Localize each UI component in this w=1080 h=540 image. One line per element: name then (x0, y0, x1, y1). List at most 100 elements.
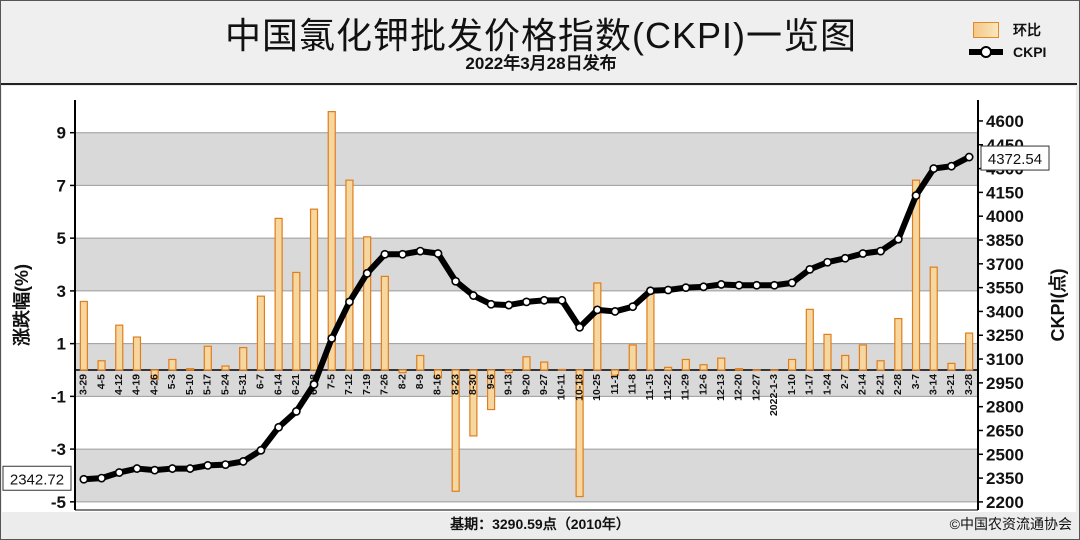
ckpi-point-2-7 (840, 253, 850, 263)
x-tick-label: 7-12 (343, 374, 355, 395)
y-axis-left-title: 涨跌幅(%) (11, 264, 32, 346)
bar-11-1 (610, 369, 620, 376)
y-axis-right-title: CKPI(点) (1047, 269, 1068, 342)
x-tick-label: 1-24 (821, 374, 833, 395)
bar-1-24 (823, 333, 832, 371)
x-tick-label: 8-30 (467, 374, 479, 395)
x-tick-label: 9-13 (503, 374, 515, 395)
ckpi-point-8-23 (451, 276, 461, 286)
bar-11-8 (628, 344, 637, 371)
ckpi-point-7-19 (362, 268, 372, 278)
bar-3-21 (947, 362, 956, 371)
x-tick-label: 8-2 (396, 374, 408, 389)
ckpi-point-9-13 (504, 300, 514, 310)
ckpi-point-1-24 (823, 257, 832, 267)
right-tick-label: 2200 (986, 493, 1024, 512)
left-tick-label: 5 (57, 229, 66, 248)
ckpi-point-12-6 (699, 282, 708, 292)
bar-7-26 (380, 275, 389, 371)
bar-1-10 (787, 358, 797, 371)
ckpi-point-1-17 (805, 264, 815, 274)
bar-2-14 (858, 344, 868, 371)
ckpi-point-6-21 (291, 407, 301, 416)
end-value-label: 4372.54 (988, 151, 1042, 168)
x-tick-label: 4-5 (95, 374, 107, 389)
x-tick-label: 12-6 (697, 374, 709, 395)
ckpi-point-2-14 (858, 249, 868, 258)
x-tick-label: 6-14 (272, 374, 284, 395)
ckpi-point-5-10 (185, 464, 195, 473)
right-tick-label: 3100 (986, 350, 1024, 369)
ckpi-point-8-9 (415, 246, 425, 256)
legend-line-label: CKPI (1013, 44, 1047, 60)
x-tick-label: 11-15 (644, 374, 656, 400)
x-tick-label: 8-23 (449, 374, 461, 395)
ckpi-point-3-21 (947, 161, 956, 171)
bar-12-13 (717, 357, 726, 371)
grid-band (75, 238, 978, 291)
bar-5-10 (185, 368, 195, 371)
ckpi-point-11-8 (628, 302, 638, 312)
ckpi-point-12-13 (716, 280, 726, 289)
bar-1-17 (805, 308, 814, 371)
ckpi-point-11-1 (610, 307, 620, 316)
ckpi-point-10-11 (557, 295, 567, 305)
bar-9-13 (504, 369, 513, 374)
ckpi-point-2-28 (893, 234, 903, 244)
x-tick-label: 9-20 (520, 374, 532, 395)
ckpi-point-8-30 (468, 291, 478, 300)
right-tick-label: 3850 (986, 231, 1024, 250)
bar-7-19 (363, 236, 372, 371)
ckpi-point-3-14 (929, 164, 939, 173)
ckpi-point-11-22 (663, 285, 673, 295)
ckpi-point-6-14 (274, 422, 284, 432)
bar-8-23 (451, 369, 460, 492)
bar-3-7 (911, 179, 921, 371)
ckpi-point-9-6 (486, 299, 496, 309)
ckpi-point-10-25 (592, 305, 602, 315)
x-tick-label: 10-18 (573, 374, 585, 401)
bar-3-14 (929, 266, 938, 371)
x-tick-label: 2022-1-3 (768, 374, 780, 416)
bar-4-19 (132, 336, 142, 371)
left-tick-label: 3 (57, 282, 66, 301)
ckpi-point-3-28 (964, 152, 974, 162)
x-tick-label: 9-6 (485, 374, 497, 389)
ckpi-point-4-12 (114, 468, 124, 477)
bar-3-29 (79, 300, 88, 371)
ckpi-point-7-26 (380, 249, 390, 259)
x-tick-label: 8-16 (432, 374, 444, 395)
ckpi-point-6-28 (309, 380, 319, 389)
ckpi-point-8-16 (433, 249, 443, 258)
bar-4-26 (150, 369, 159, 380)
bar-8-30 (469, 369, 478, 437)
x-tick-label: 8-9 (414, 374, 426, 389)
bar-5-31 (239, 346, 248, 371)
x-tick-label: 12-27 (750, 374, 762, 401)
bar-7-5 (327, 111, 336, 371)
chart-subtitle: 2022年3月28日发布 (465, 54, 617, 73)
bar-4-5 (97, 360, 106, 371)
start-value-box (2, 465, 72, 491)
bar-5-24 (221, 365, 230, 371)
x-tick-label: 11-22 (662, 374, 674, 400)
bar-12-20 (734, 368, 744, 371)
x-tick-label: 5-17 (202, 374, 214, 395)
bar-9-6 (486, 369, 496, 411)
chart-header: 中国氯化钾批发价格指数(CKPI)一览图 2022年3月28日发布 环比 CKP… (1, 1, 1077, 85)
ckpi-point-4-26 (150, 465, 160, 475)
x-tick-label: 1-10 (786, 374, 798, 395)
ckpi-point-8-2 (398, 249, 407, 259)
x-tick-label: 10-25 (591, 374, 603, 401)
right-tick-label: 2800 (986, 398, 1024, 417)
ckpi-point-3-29 (79, 474, 89, 484)
ckpi-point-4-19 (132, 464, 142, 473)
x-tick-label: 5-3 (166, 374, 178, 389)
end-value-box (980, 145, 1050, 171)
bar-2-28 (894, 317, 903, 371)
bar-8-9 (416, 354, 425, 371)
left-tick-label: -3 (51, 440, 66, 459)
bar-9-27 (540, 361, 549, 371)
bar-11-29 (681, 358, 690, 371)
x-tick-label: 4-26 (148, 374, 160, 395)
